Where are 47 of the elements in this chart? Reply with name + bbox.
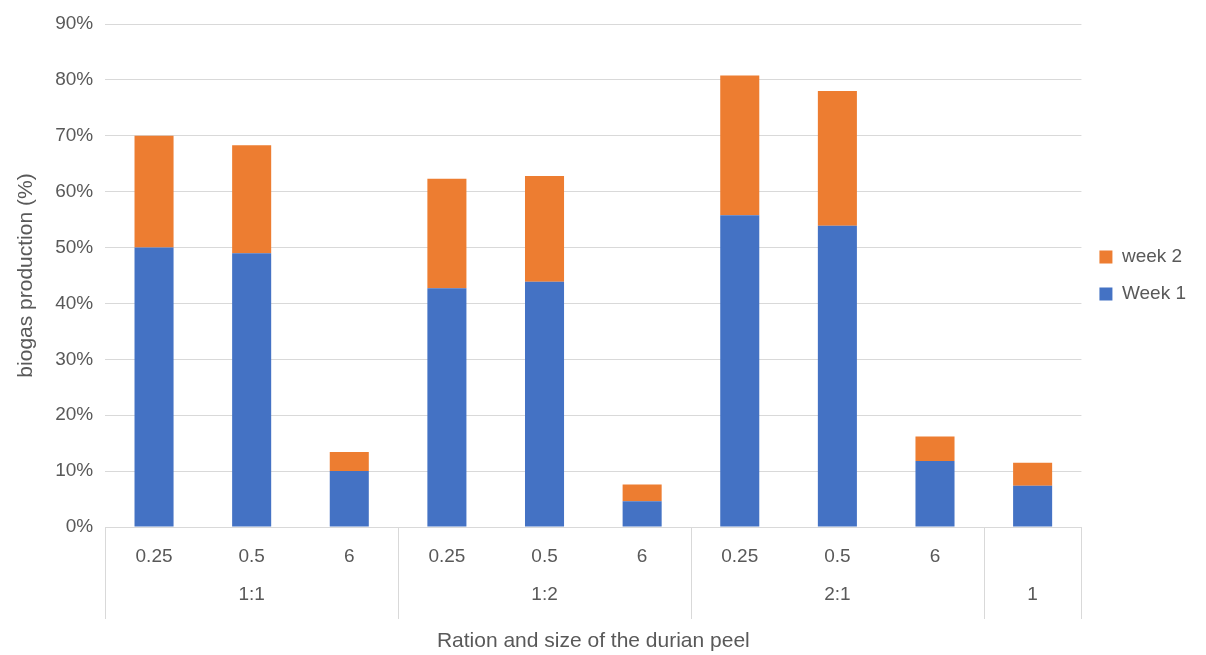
bar [817,225,857,527]
x-tick-label: 0.5 [531,545,558,567]
y-tick-label: 0% [65,515,94,537]
y-tick-label: 80% [55,68,94,90]
x-tick-label: 6 [636,545,648,567]
bar [329,452,369,472]
bar [525,176,565,282]
bar [817,91,857,226]
x-tick-label: 0.25 [135,545,173,567]
text: 1:2 [531,583,558,605]
bar [232,253,272,527]
bar [622,484,662,502]
bar [525,281,565,527]
y-tick-label: 30% [55,347,94,369]
bar [1013,485,1053,527]
bar [329,471,369,527]
bar [427,288,467,527]
x-tick-label: 6 [343,545,355,567]
x-tick-label: 6 [929,545,941,567]
y-tick-label: 20% [55,403,94,425]
x-tick-label: 0.5 [238,545,265,567]
y-tick-label: 40% [55,291,94,313]
bar [134,135,174,248]
y-tick-label: 10% [55,459,94,481]
x-tick-label: 0.25 [428,545,466,567]
y-tick-label: 50% [55,235,94,257]
bar [622,501,662,527]
bar [1013,462,1053,486]
y-axis-title: biogas production (%) [13,173,37,378]
y-tick-label: 90% [55,12,94,34]
bar [427,178,467,289]
text: 1:1 [238,583,265,605]
bar [134,247,174,527]
x-tick-label: 0.25 [721,545,759,567]
legend-label: week 2 [1120,245,1183,267]
bar [232,145,272,254]
bar [720,215,760,527]
bar [720,75,760,216]
y-tick-label: 70% [55,124,94,146]
text: 1 [1027,583,1038,605]
y-tick-label: 60% [55,179,94,201]
x-tick-label: 0.5 [824,545,851,567]
bar [915,436,955,462]
text: 2:1 [824,583,851,605]
bar [915,461,955,527]
x-axis-title: Ration and size of the durian peel [436,627,750,651]
legend-label: Week 1 [1121,282,1187,304]
